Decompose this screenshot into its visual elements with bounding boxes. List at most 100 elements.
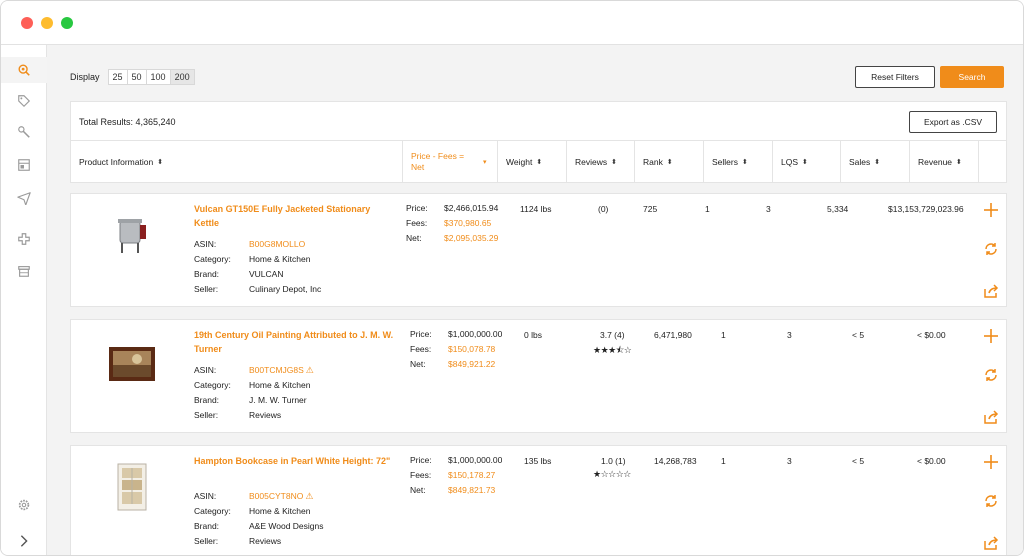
- wrench-icon[interactable]: [14, 122, 34, 142]
- product-title-link[interactable]: 19th Century Oil Painting Attributed to …: [194, 330, 394, 354]
- sales-value: 5,334: [827, 204, 849, 214]
- product-image[interactable]: [107, 210, 157, 260]
- reviews-value: 1.0 (1): [601, 456, 626, 466]
- column-header-reviews[interactable]: Reviews ⬍: [567, 141, 635, 183]
- brand-label: Brand:: [194, 395, 220, 405]
- search-icon[interactable]: [14, 60, 34, 80]
- search-button[interactable]: Search: [940, 66, 1004, 88]
- fees-label: Fees:: [410, 344, 432, 354]
- reviews-value: 3.7 (4): [600, 330, 625, 340]
- refresh-icon[interactable]: [982, 492, 1000, 510]
- revenue-value: < $0.00: [917, 330, 946, 340]
- price-label: Price:: [410, 455, 432, 465]
- sort-icon: ⬍: [536, 159, 543, 166]
- sellers-value: 1: [721, 330, 726, 340]
- column-header-lqs-label: LQS: [781, 157, 799, 167]
- product-image[interactable]: [107, 462, 157, 512]
- product-title-link[interactable]: Vulcan GT150E Fully Jacketed Stationary …: [194, 204, 371, 228]
- asin-link[interactable]: B00G8MOLLO: [249, 239, 306, 249]
- display-option-200[interactable]: 200: [170, 70, 194, 84]
- warning-icon: ⚠: [305, 365, 314, 375]
- share-icon[interactable]: [982, 408, 1000, 426]
- refresh-icon[interactable]: [982, 366, 1000, 384]
- brand-value: VULCAN: [249, 269, 284, 279]
- column-header-product[interactable]: Product Information ⬍: [71, 141, 403, 183]
- brand-value: J. M. W. Turner: [249, 395, 307, 405]
- category-value: Home & Kitchen: [249, 506, 311, 516]
- price-breakdown: Price: $2,466,015.94 Fees: $370,980.65 Net…: [406, 201, 516, 246]
- reviews-value: (0): [598, 204, 609, 214]
- warning-icon: ⚠: [305, 491, 314, 501]
- sort-icon: ⬍: [956, 159, 962, 166]
- column-header-product-label: Product Information: [79, 157, 154, 167]
- share-icon[interactable]: [982, 534, 1000, 552]
- paper-plane-icon[interactable]: [14, 188, 34, 208]
- add-icon[interactable]: [982, 327, 1000, 345]
- chevron-right-icon[interactable]: [14, 531, 34, 551]
- brand-label: Brand:: [194, 269, 220, 279]
- reset-filters-button[interactable]: Reset Filters: [855, 66, 935, 88]
- product-title-link[interactable]: Hampton Bookcase in Pearl White Height: …: [194, 456, 391, 466]
- column-header-sales[interactable]: Sales ⬍: [841, 141, 910, 183]
- fees-label: Fees:: [410, 470, 432, 480]
- tag-icon[interactable]: [14, 91, 34, 111]
- store-icon[interactable]: [14, 261, 34, 281]
- export-csv-button[interactable]: Export as .CSV: [909, 111, 997, 133]
- weight-value: 135 lbs: [524, 456, 552, 466]
- column-header-revenue[interactable]: Revenue ⬍: [910, 141, 979, 183]
- price-breakdown: Price: $1,000,000.00 Fees: $150,078.78 Net…: [410, 327, 520, 372]
- sort-icon: ⬍: [666, 159, 673, 166]
- asin-label: ASIN:: [194, 491, 217, 501]
- asin-link[interactable]: B005CYT8NO: [249, 491, 304, 501]
- display-option-100[interactable]: 100: [147, 70, 171, 84]
- fees-value: $150,078.78: [448, 344, 496, 354]
- lqs-value: 3: [787, 330, 792, 340]
- layout-icon[interactable]: [14, 155, 34, 175]
- asin-label: ASIN:: [194, 239, 217, 249]
- price-value: $2,466,015.94: [444, 203, 499, 213]
- asin-link[interactable]: B00TCMJG8S: [249, 365, 304, 375]
- share-icon[interactable]: [982, 282, 1000, 300]
- results-header-panel: Total Results: 4,365,240 Export as .CSV …: [70, 101, 1007, 183]
- column-header-lqs[interactable]: LQS ⬍: [773, 141, 841, 183]
- table-row: Hampton Bookcase in Pearl White Height: …: [70, 445, 1007, 555]
- add-icon[interactable]: [982, 453, 1000, 471]
- maximize-window-button[interactable]: [61, 17, 73, 29]
- column-header-sales-label: Sales: [849, 157, 871, 167]
- price-label: Price:: [406, 203, 428, 213]
- column-header-price[interactable]: Price - Fees = Net ▾: [403, 141, 498, 183]
- sales-value: < 5: [852, 456, 865, 466]
- seller-value: Culinary Depot, Inc: [249, 284, 322, 294]
- column-header-sellers[interactable]: Sellers ⬍: [704, 141, 773, 183]
- star-rating: ★☆☆☆☆: [593, 469, 631, 479]
- plus-cross-icon[interactable]: [14, 229, 34, 249]
- rank-value: 14,268,783: [654, 456, 697, 466]
- settings-icon[interactable]: [14, 495, 34, 515]
- seller-label: Seller:: [194, 284, 219, 294]
- product-image[interactable]: [107, 338, 157, 388]
- column-header-rank[interactable]: Rank ⬍: [635, 141, 704, 183]
- refresh-icon[interactable]: [982, 240, 1000, 258]
- category-label: Category:: [194, 506, 231, 516]
- lqs-value: 3: [787, 456, 792, 466]
- seller-value: Reviews: [249, 410, 282, 420]
- price-label: Price:: [410, 329, 432, 339]
- minimize-window-button[interactable]: [41, 17, 53, 29]
- close-window-button[interactable]: [21, 17, 33, 29]
- display-option-50[interactable]: 50: [128, 70, 147, 84]
- table-row: 19th Century Oil Painting Attributed to …: [70, 319, 1007, 433]
- weight-value: 1124 lbs: [520, 204, 552, 214]
- column-header-weight[interactable]: Weight ⬍: [498, 141, 567, 183]
- category-value: Home & Kitchen: [249, 254, 311, 264]
- weight-value: 0 lbs: [524, 330, 542, 340]
- display-option-25[interactable]: 25: [109, 70, 128, 84]
- sort-icon: ⬍: [802, 159, 808, 166]
- brand-label: Brand:: [194, 521, 220, 531]
- sort-icon: ⬍: [874, 159, 881, 166]
- net-value: $2,095,035.29: [444, 233, 499, 243]
- rank-value: 6,471,980: [654, 330, 692, 340]
- add-icon[interactable]: [982, 201, 1000, 219]
- total-results: Total Results: 4,365,240: [79, 117, 176, 127]
- column-header-rank-label: Rank: [643, 157, 663, 167]
- column-header-weight-label: Weight: [506, 157, 533, 167]
